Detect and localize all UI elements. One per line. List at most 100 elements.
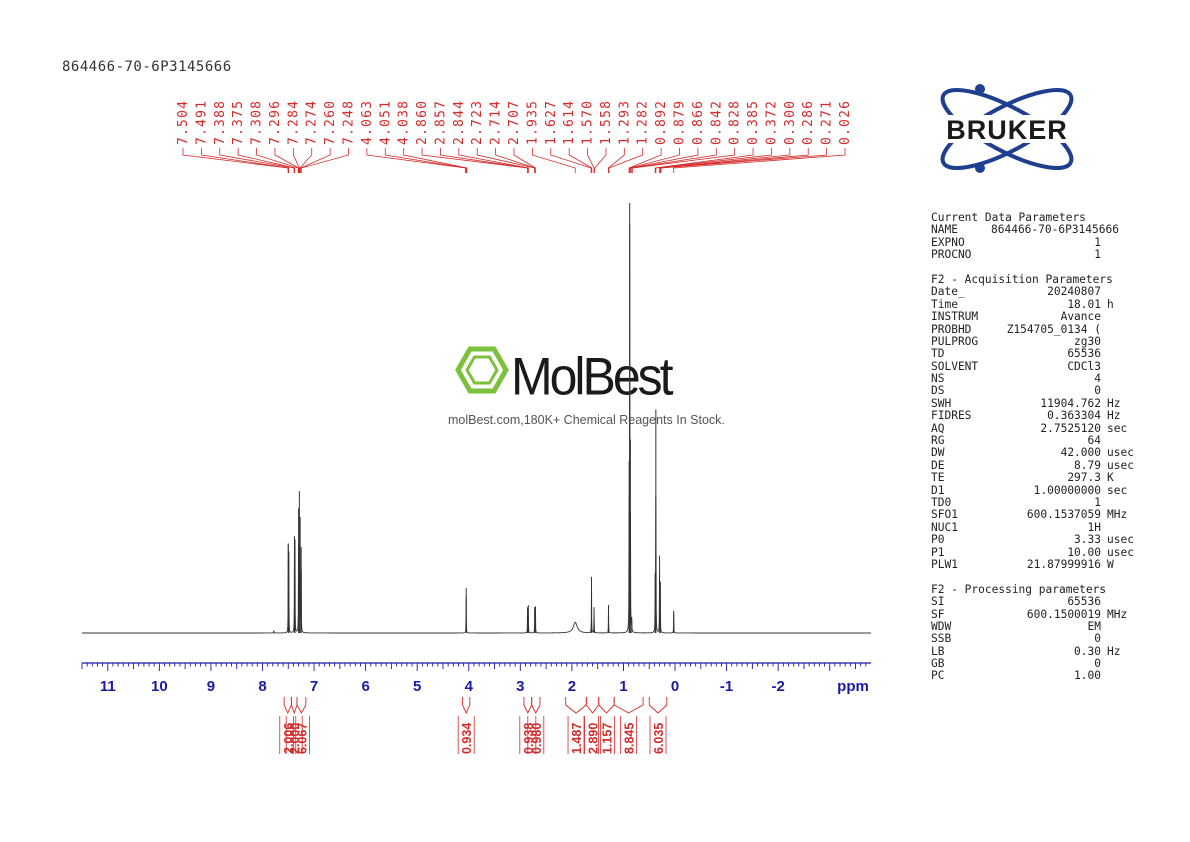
peak-label-leader [300,148,349,173]
peak-label-leader [659,148,809,173]
param-row: DE 8.79 usec [931,458,1134,472]
peak-label: 0.828 [728,100,743,145]
param-key: SFO1 [931,508,958,522]
param-row: SWH 11904.762 Hz [931,396,1134,410]
param-value: 0 [1094,657,1101,671]
param-row: NAME 864466-70-6P3145666 [931,223,1134,237]
param-value: 0.363304 [1047,409,1101,423]
param-unit: Hz [1107,644,1121,658]
peak-label-leader [608,148,644,173]
param-key: PROCNO [931,248,972,262]
peak-label: 2.857 [433,100,448,145]
peak-label: 4.051 [378,100,393,145]
param-key: SOLVENT [931,359,979,373]
param-section-heading: Current Data Parameters [931,211,1086,224]
peak-label-leader [366,148,466,173]
param-key: RG [931,434,945,448]
integral-bracket [613,697,644,714]
param-section: F2 - Processing parameters SI 65536 SF 600.1… [931,583,1134,683]
param-key: PROBHD [931,322,972,336]
peak-label-leader [660,148,828,173]
param-row: Time 18.01 h [931,297,1134,311]
peak-label: 0.286 [801,100,816,145]
peak-label: 2.860 [415,100,430,145]
peak-label-leader [300,148,331,173]
param-row: P0 3.33 usec [931,533,1134,546]
peak-label: 0.866 [691,100,706,145]
param-key: EXPNO [931,235,965,249]
integral-value: 2.890 [587,723,601,754]
x-tick-label: 11 [100,678,116,695]
peak-label-layer: 7.504 7.491 7.388 7.375 7.308 7.296 7.284 7.274… [176,100,853,173]
param-row: SSB 0 [931,632,1134,646]
peak-label-leader [654,148,754,173]
param-key: Time [931,297,958,311]
param-unit: K [1107,471,1114,485]
param-row: AQ 2.7525120 sec [931,422,1134,435]
param-key: DE [931,458,945,472]
param-key: INSTRUM [931,310,979,324]
peak-label-leader [531,148,576,173]
param-unit: MHz [1107,508,1128,522]
integral-value: 0.980 [530,723,544,754]
param-row: PC 1.00 [931,670,1134,683]
param-key: DW [931,446,945,460]
param-row: GB 0 [931,657,1134,671]
peak-label: 7.491 [194,100,209,145]
peak-label-leader [476,148,536,173]
integral-bracket [531,697,541,714]
integral-value: 1.157 [600,723,614,754]
param-value: 600.1500019 [1026,607,1101,621]
parameter-panel: Current Data Parameters NAME 864466-70-6P3… [931,211,1134,695]
peak-label: 1.614 [562,100,577,145]
peak-label: 0.892 [654,100,669,145]
peak-label: 2.707 [507,100,522,145]
param-row: PLW1 21.87999916 W [931,558,1134,571]
param-row: NUC1 1H [931,521,1134,534]
param-row: INSTRUM Avance [931,310,1134,324]
peak-label: 0.271 [820,100,835,145]
integral-value: 6.035 [652,723,666,754]
param-value: CDCl3 [1067,359,1101,373]
param-row: SOLVENT CDCl3 [931,359,1134,373]
param-value: 0.30 [1074,644,1101,658]
param-row: DS 0 [931,385,1134,398]
peak-label: 0.372 [764,100,779,145]
param-unit: usec [1107,446,1134,460]
peak-label-leader [550,148,592,173]
peak-label: 7.284 [286,100,301,145]
peak-label-leader [458,148,529,173]
param-value: 11904.762 [1040,396,1101,410]
param-value: Z154705_0134 ( [1006,322,1101,336]
peak-label: 0.842 [709,100,724,145]
param-row: PROCNO 1 [931,248,1134,262]
integral-value: 2.006 [282,723,296,754]
param-section: F2 - Acquisition Parameters Date_ 20240807… [931,273,1134,571]
peak-label-leader [292,148,300,173]
integral-value: 0.934 [460,723,474,754]
param-row: Date_ 20240807 [931,285,1134,299]
x-tick-label: -1 [720,678,733,695]
peak-label-leader [384,148,467,173]
param-key: TD0 [931,495,952,509]
param-key: SSB [931,632,952,646]
param-key: Date_ [931,285,965,299]
peak-label: 1.558 [599,100,614,145]
peak-label-leader [219,148,295,173]
param-value: 65536 [1067,595,1101,609]
param-key: NAME [931,223,958,237]
bruker-logo: BRUKER [924,84,1090,173]
peak-label: 7.260 [323,100,338,145]
peak-label-leader [495,148,536,173]
integral-bracket [462,697,471,715]
integral-bracket [648,697,668,714]
peak-label-leader [659,148,791,173]
integral-value: 8.845 [623,723,637,754]
param-key: D1 [931,483,945,497]
peak-label: 7.248 [342,100,357,145]
param-value: 600.1537059 [1026,508,1101,522]
peak-label-leader [256,148,299,173]
logo-orbit-2 [940,88,1074,170]
x-tick-label: 7 [310,678,318,695]
